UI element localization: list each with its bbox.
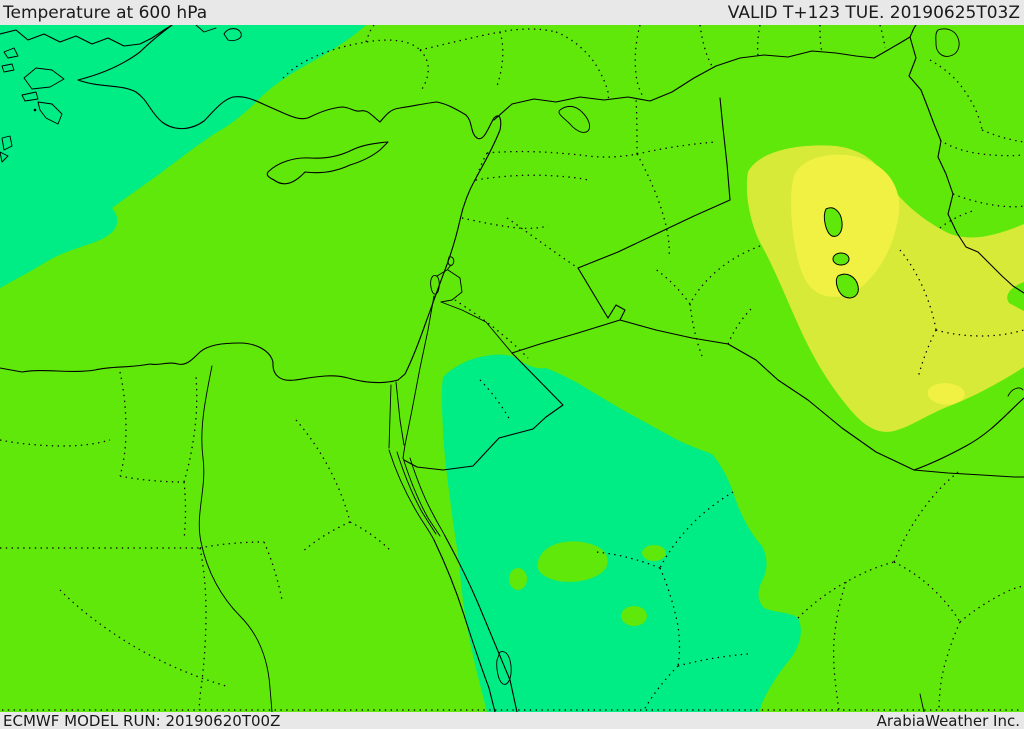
model-run-label: ECMWF MODEL RUN: 20190620T00Z	[3, 711, 281, 729]
valid-time-label: VALID T+123 TUE. 20190625T03Z	[727, 2, 1020, 23]
fill-teal-northwest	[0, 25, 366, 288]
lake-assad	[558, 105, 591, 133]
jordan-river	[436, 264, 452, 277]
iraq-iran-border	[908, 36, 1024, 294]
sea-of-galilee	[447, 256, 455, 266]
egypt-coast	[0, 342, 399, 384]
suez-canal	[388, 384, 392, 449]
lake-razzaza	[835, 273, 859, 299]
gulf-of-aqaba-east	[409, 457, 446, 537]
fill-yellow-small	[928, 383, 965, 405]
turkey-coast	[77, 25, 502, 140]
lake-urmia	[935, 28, 960, 57]
gulf-of-suez-east	[396, 451, 437, 535]
kuwait-border	[913, 469, 1024, 478]
fill-teal-saudi	[441, 354, 801, 712]
lake-habbaniyah	[832, 252, 850, 266]
iran-border-south	[913, 397, 1024, 471]
lake-tharthar	[823, 207, 843, 237]
dead-sea	[430, 275, 440, 295]
green-blobs-in-teal	[509, 426, 794, 626]
iznik-lake	[223, 28, 242, 42]
iraq-lakes	[823, 207, 859, 299]
border-hook	[1007, 387, 1024, 397]
map-canvas	[0, 25, 1024, 712]
weather-map	[0, 25, 1024, 712]
cyprus	[266, 141, 389, 185]
credit-label: ArabiaWeather Inc.	[876, 711, 1020, 729]
coast-fragment	[195, 25, 217, 33]
shatt-al-arab	[919, 693, 925, 712]
jordan-iraq-border	[511, 319, 621, 354]
israel-egypt-border	[395, 381, 405, 446]
footer-bar: ECMWF MODEL RUN: 20190620T00Z ArabiaWeat…	[0, 712, 1024, 729]
lebanon-border	[440, 269, 463, 303]
page-title: Temperature at 600 hPa	[3, 2, 208, 23]
turkey-syria-border	[493, 25, 917, 121]
jordan-saudi-border	[403, 352, 564, 471]
israel-jordan-border	[402, 295, 435, 459]
gulf-of-suez-west	[388, 449, 435, 541]
red-sea-island	[496, 651, 512, 685]
syria-iraq-border	[577, 97, 731, 321]
marmara-coast	[0, 25, 173, 47]
gulf-of-aqaba-west	[402, 457, 441, 537]
fill-yellow-core	[791, 154, 900, 297]
country-borders	[395, 25, 1024, 712]
syria-jordan-border	[440, 301, 513, 354]
admin-boundaries	[0, 25, 1024, 711]
red-sea-west-shore	[433, 539, 496, 712]
lakes	[430, 28, 960, 295]
header-bar: Temperature at 600 hPa VALID T+123 TUE. …	[0, 0, 1024, 25]
nile-river	[198, 365, 273, 712]
aegean-islands	[0, 47, 65, 163]
red-sea-east-shore	[444, 535, 518, 712]
saudi-iraq-border	[619, 319, 915, 471]
